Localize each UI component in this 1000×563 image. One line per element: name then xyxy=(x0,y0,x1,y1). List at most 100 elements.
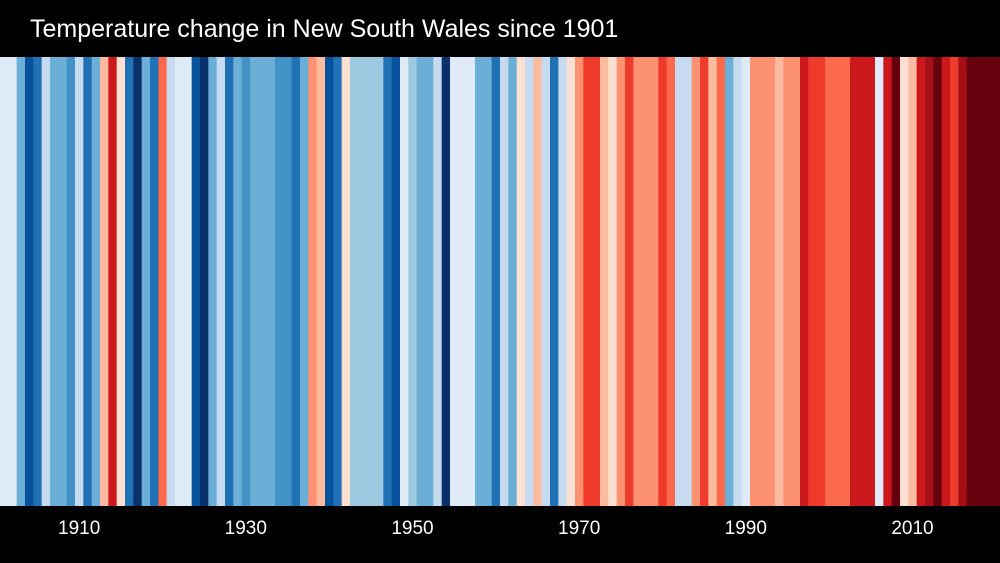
title-bar: Temperature change in New South Wales si… xyxy=(0,0,1000,57)
stripe-1951 xyxy=(416,57,426,506)
stripe-1918 xyxy=(141,57,151,506)
stripe-1950 xyxy=(408,57,418,506)
stripe-1915 xyxy=(116,57,126,506)
stripe-1942 xyxy=(341,57,351,506)
warming-stripes-chart xyxy=(0,57,1000,506)
stripe-1949 xyxy=(400,57,409,506)
stripe-1958 xyxy=(475,57,484,506)
stripe-1993 xyxy=(766,57,776,506)
stripe-2013 xyxy=(933,57,943,506)
stripe-1930 xyxy=(241,57,251,506)
stripe-1985 xyxy=(700,57,709,506)
stripe-1946 xyxy=(375,57,384,506)
stripe-1995 xyxy=(783,57,793,506)
stripe-1907 xyxy=(50,57,59,506)
stripe-1923 xyxy=(183,57,193,506)
stripe-2008 xyxy=(891,57,901,506)
stripe-1968 xyxy=(558,57,568,506)
stripe-1912 xyxy=(91,57,101,506)
stripe-2011 xyxy=(916,57,926,506)
stripe-1948 xyxy=(391,57,401,506)
stripe-2004 xyxy=(858,57,868,506)
tick-label-1910: 1910 xyxy=(58,518,101,539)
stripe-1952 xyxy=(425,57,434,506)
stripe-1969 xyxy=(566,57,576,506)
stripe-2016 xyxy=(958,57,968,506)
stripe-1940 xyxy=(325,57,334,506)
stripe-1987 xyxy=(716,57,726,506)
stripe-1964 xyxy=(525,57,534,506)
stripe-1905 xyxy=(33,57,43,506)
stripe-1901 xyxy=(0,57,9,506)
stripe-1916 xyxy=(125,57,134,506)
stripe-1919 xyxy=(150,57,159,506)
stripe-1982 xyxy=(675,57,684,506)
stripe-2017 xyxy=(966,57,976,506)
stripe-1913 xyxy=(100,57,109,506)
stripe-1928 xyxy=(225,57,234,506)
stripe-2014 xyxy=(941,57,951,506)
stripe-1954 xyxy=(441,57,451,506)
stripe-1989 xyxy=(733,57,743,506)
stripe-1999 xyxy=(816,57,826,506)
stripe-1945 xyxy=(366,57,376,506)
stripe-1980 xyxy=(658,57,668,506)
stripe-1979 xyxy=(650,57,659,506)
stripe-1925 xyxy=(200,57,209,506)
stripe-1902 xyxy=(8,57,18,506)
stripe-1922 xyxy=(175,57,184,506)
stripe-1959 xyxy=(483,57,493,506)
stripe-2000 xyxy=(825,57,834,506)
tick-label-2010: 2010 xyxy=(891,518,934,539)
stripe-1977 xyxy=(633,57,643,506)
stripe-1975 xyxy=(616,57,626,506)
stripe-1976 xyxy=(625,57,634,506)
stripe-1981 xyxy=(666,57,676,506)
tick-label-1970: 1970 xyxy=(558,518,601,539)
stripe-1978 xyxy=(641,57,651,506)
stripe-1929 xyxy=(233,57,243,506)
stripe-1935 xyxy=(283,57,293,506)
stripe-1970 xyxy=(575,57,584,506)
stripe-1983 xyxy=(683,57,693,506)
stripe-2001 xyxy=(833,57,843,506)
stripe-1939 xyxy=(316,57,326,506)
tick-label-1930: 1930 xyxy=(224,518,267,539)
stripe-1937 xyxy=(300,57,309,506)
stripe-1962 xyxy=(508,57,518,506)
stripe-1990 xyxy=(741,57,751,506)
stripe-1986 xyxy=(708,57,718,506)
stripe-2007 xyxy=(883,57,893,506)
stripe-2010 xyxy=(908,57,918,506)
stripe-1974 xyxy=(608,57,618,506)
stripe-1998 xyxy=(808,57,818,506)
stripe-1934 xyxy=(275,57,284,506)
stripe-1997 xyxy=(800,57,809,506)
stripe-1972 xyxy=(591,57,601,506)
stripe-1967 xyxy=(550,57,559,506)
stripe-2003 xyxy=(850,57,859,506)
stripe-1953 xyxy=(433,57,443,506)
stripe-1947 xyxy=(383,57,393,506)
stripe-2020 xyxy=(991,57,1000,506)
stripe-1914 xyxy=(108,57,118,506)
x-axis: 1910 1930 1950 1970 1990 2010 xyxy=(0,506,1000,563)
stripe-1927 xyxy=(216,57,226,506)
stripe-1988 xyxy=(725,57,734,506)
stripe-2018 xyxy=(975,57,984,506)
stripe-1960 xyxy=(491,57,501,506)
stripe-1965 xyxy=(533,57,543,506)
stripe-1966 xyxy=(541,57,551,506)
stripe-2012 xyxy=(925,57,934,506)
stripe-2019 xyxy=(983,57,993,506)
stripe-1909 xyxy=(66,57,76,506)
stripe-1984 xyxy=(691,57,701,506)
stripe-1917 xyxy=(133,57,143,506)
stripe-1994 xyxy=(775,57,784,506)
stripe-1904 xyxy=(25,57,34,506)
stripe-1957 xyxy=(466,57,476,506)
stripe-1941 xyxy=(333,57,343,506)
stripe-1961 xyxy=(500,57,509,506)
stripe-2002 xyxy=(841,57,851,506)
stripe-1996 xyxy=(791,57,801,506)
